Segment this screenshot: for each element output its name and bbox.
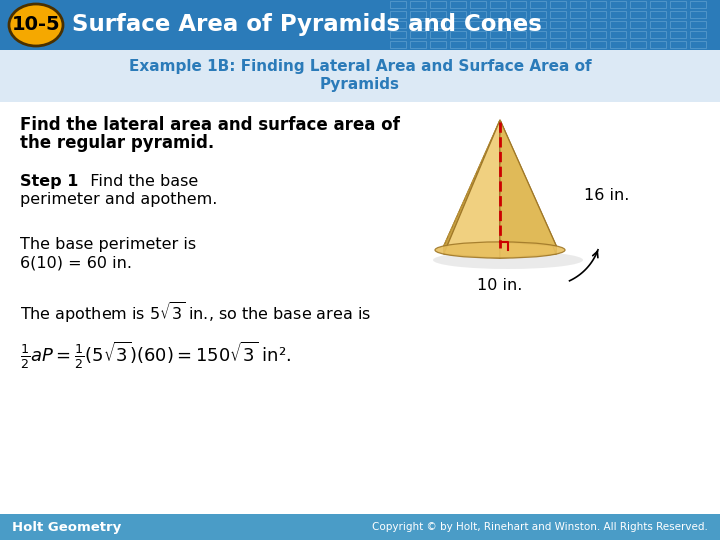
Ellipse shape xyxy=(9,4,63,46)
Text: Example 1B: Finding Lateral Area and Surface Area of: Example 1B: Finding Lateral Area and Sur… xyxy=(129,59,591,75)
Text: 10 in.: 10 in. xyxy=(477,278,523,293)
Polygon shape xyxy=(444,120,500,254)
Polygon shape xyxy=(444,120,500,246)
Ellipse shape xyxy=(433,251,583,269)
Text: 16 in.: 16 in. xyxy=(585,188,630,204)
Text: Pyramids: Pyramids xyxy=(320,78,400,92)
Text: Holt Geometry: Holt Geometry xyxy=(12,521,121,534)
Text: perimeter and apothem.: perimeter and apothem. xyxy=(20,192,217,207)
Text: Find the base: Find the base xyxy=(80,174,198,189)
Polygon shape xyxy=(500,120,557,254)
Bar xyxy=(0,514,720,540)
Text: 6(10) = 60 in.: 6(10) = 60 in. xyxy=(20,255,132,270)
Ellipse shape xyxy=(435,242,565,258)
Text: Find the lateral area and surface area of: Find the lateral area and surface area o… xyxy=(20,116,400,134)
Text: The base perimeter is: The base perimeter is xyxy=(20,237,196,252)
Polygon shape xyxy=(500,120,557,258)
Text: Copyright © by Holt, Rinehart and Winston. All Rights Reserved.: Copyright © by Holt, Rinehart and Winsto… xyxy=(372,522,708,532)
Bar xyxy=(0,50,720,102)
Text: $\frac{1}{2}aP = \frac{1}{2}(5\sqrt{3})(60) = 150\sqrt{3}$ in².: $\frac{1}{2}aP = \frac{1}{2}(5\sqrt{3})(… xyxy=(20,340,292,371)
Text: The apothem is $5\sqrt{3}$ in., so the base area is: The apothem is $5\sqrt{3}$ in., so the b… xyxy=(20,300,371,325)
Bar xyxy=(0,0,720,50)
Text: the regular pyramid.: the regular pyramid. xyxy=(20,134,215,152)
Text: Step 1: Step 1 xyxy=(20,174,78,189)
Polygon shape xyxy=(500,120,557,246)
Text: 10-5: 10-5 xyxy=(12,16,60,35)
Text: Surface Area of Pyramids and Cones: Surface Area of Pyramids and Cones xyxy=(72,14,542,37)
Polygon shape xyxy=(444,120,500,258)
